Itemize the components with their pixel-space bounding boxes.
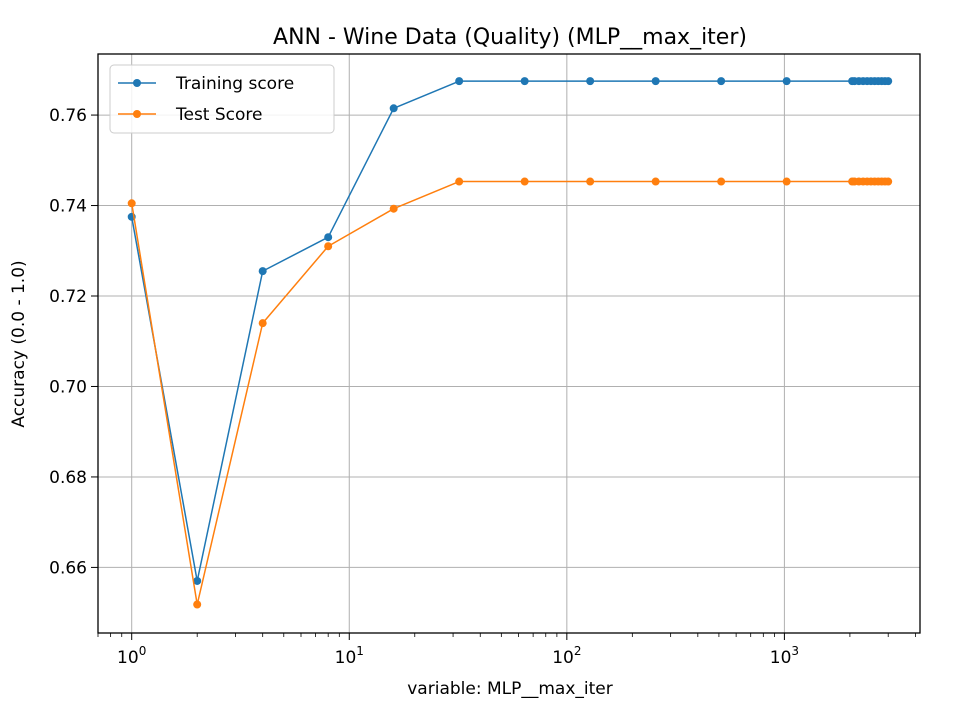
grid [98, 54, 920, 633]
y-tick-label: 0.76 [49, 106, 87, 126]
series-0-point [651, 77, 660, 86]
series-1-point [324, 242, 333, 251]
series-1-point [455, 177, 464, 186]
x-tick-label: 101 [335, 644, 364, 668]
series-0-point [884, 77, 893, 86]
series-0-point [389, 104, 398, 113]
series-1-point [258, 319, 267, 328]
legend-marker-test [133, 110, 141, 118]
series-1-point [193, 600, 202, 609]
series-1-point [127, 199, 136, 208]
y-tick-label: 0.68 [49, 468, 87, 488]
series-1-point [717, 177, 726, 186]
series-1-point [884, 177, 893, 186]
series-1-point [520, 177, 529, 186]
series-0-point [258, 267, 267, 276]
legend-box [109, 64, 335, 134]
plot-frame [97, 53, 921, 634]
series-1-point [782, 177, 791, 186]
legend-label-training: Training score [175, 74, 294, 94]
series-1-point [651, 177, 660, 186]
x-axis-label: variable: MLP__max_iter [407, 679, 612, 699]
chart-title: ANN - Wine Data (Quality) (MLP__max_iter… [273, 25, 747, 50]
series-0-point [324, 233, 333, 242]
x-tick-label: 103 [770, 644, 799, 668]
series-0-point [586, 77, 595, 86]
y-tick-label: 0.70 [49, 377, 87, 397]
series-0-point [782, 77, 791, 86]
series-0-point [520, 77, 529, 86]
series-layer [127, 77, 893, 609]
x-tick-label: 100 [117, 644, 146, 668]
legend-label-test: Test Score [175, 105, 263, 125]
y-tick-label: 0.66 [49, 558, 87, 578]
series-0-point [455, 77, 464, 86]
legend-marker-training [133, 79, 141, 87]
series-0-point [193, 576, 202, 585]
ticks: 100 101 102 103 0.66 0.68 0.70 0.72 0.74 0.76 [49, 106, 916, 668]
y-tick-label: 0.74 [49, 197, 87, 217]
series-0-point [717, 77, 726, 86]
legend: Training score Test Score [109, 64, 335, 134]
y-axis-label: Accuracy (0.0 - 1.0) [9, 260, 29, 427]
series-1-point [586, 177, 595, 186]
y-tick-label: 0.72 [49, 287, 87, 307]
x-tick-label: 102 [552, 644, 581, 668]
series-1-point [389, 204, 398, 213]
